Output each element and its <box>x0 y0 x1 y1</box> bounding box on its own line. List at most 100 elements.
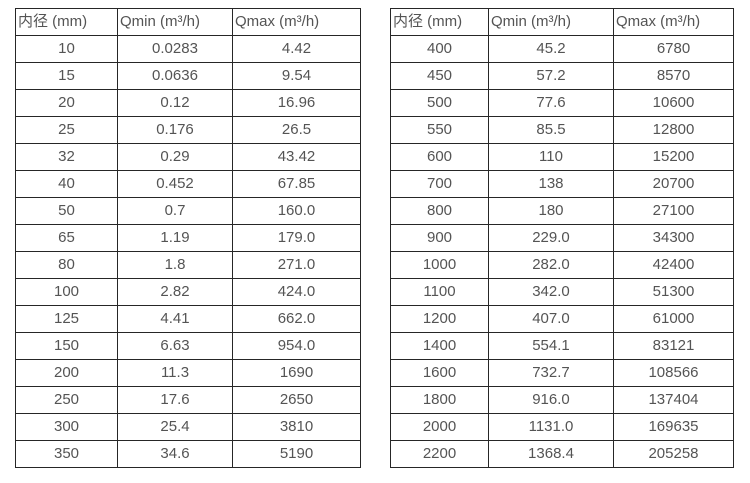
qmax-cell: 2650 <box>232 386 361 414</box>
qmin-cell: 732.7 <box>488 359 614 387</box>
qmin-cell: 0.176 <box>117 116 233 144</box>
header-row: 内径 (mm) Qmin (m³/h) Qmax (m³/h) <box>15 8 361 36</box>
diameter-cell: 1600 <box>390 359 489 387</box>
qmin-cell: 6.63 <box>117 332 233 360</box>
qmax-cell: 27100 <box>613 197 734 225</box>
qmax-cell: 424.0 <box>232 278 361 306</box>
diameter-cell: 900 <box>390 224 489 252</box>
qmax-cell: 662.0 <box>232 305 361 333</box>
table-row: 1000 282.0 42400 <box>390 251 734 279</box>
table-row: 100 2.82 424.0 <box>15 278 361 306</box>
table-row: 125 4.41 662.0 <box>15 305 361 333</box>
qmin-cell: 57.2 <box>488 62 614 90</box>
diameter-cell: 40 <box>15 170 118 198</box>
diameter-cell: 10 <box>15 35 118 63</box>
qmax-cell: 26.5 <box>232 116 361 144</box>
qmin-cell: 0.0636 <box>117 62 233 90</box>
qmax-cell: 42400 <box>613 251 734 279</box>
table-row: 40 0.452 67.85 <box>15 170 361 198</box>
qmin-cell: 916.0 <box>488 386 614 414</box>
qmin-cell: 554.1 <box>488 332 614 360</box>
header-row: 内径 (mm) Qmin (m³/h) Qmax (m³/h) <box>390 8 734 36</box>
qmax-cell: 954.0 <box>232 332 361 360</box>
qmax-cell: 160.0 <box>232 197 361 225</box>
table-row: 600 110 15200 <box>390 143 734 171</box>
table-row: 1400 554.1 83121 <box>390 332 734 360</box>
table-row: 1200 407.0 61000 <box>390 305 734 333</box>
diameter-cell: 125 <box>15 305 118 333</box>
column-header-qmin: Qmin (m³/h) <box>117 8 233 36</box>
qmin-cell: 34.6 <box>117 440 233 468</box>
qmin-cell: 0.0283 <box>117 35 233 63</box>
qmin-cell: 282.0 <box>488 251 614 279</box>
diameter-cell: 1400 <box>390 332 489 360</box>
diameter-cell: 1200 <box>390 305 489 333</box>
qmax-cell: 6780 <box>613 35 734 63</box>
qmin-cell: 0.12 <box>117 89 233 117</box>
diameter-cell: 450 <box>390 62 489 90</box>
diameter-cell: 25 <box>15 116 118 144</box>
diameter-cell: 20 <box>15 89 118 117</box>
qmin-cell: 1.19 <box>117 224 233 252</box>
qmin-cell: 1.8 <box>117 251 233 279</box>
table-row: 900 229.0 34300 <box>390 224 734 252</box>
qmax-cell: 20700 <box>613 170 734 198</box>
qmax-cell: 15200 <box>613 143 734 171</box>
table-row: 350 34.6 5190 <box>15 440 361 468</box>
qmin-cell: 407.0 <box>488 305 614 333</box>
qmin-cell: 1131.0 <box>488 413 614 441</box>
diameter-cell: 15 <box>15 62 118 90</box>
qmin-cell: 4.41 <box>117 305 233 333</box>
qmin-cell: 0.7 <box>117 197 233 225</box>
qmax-cell: 8570 <box>613 62 734 90</box>
column-header-diameter: 内径 (mm) <box>15 8 118 36</box>
diameter-cell: 600 <box>390 143 489 171</box>
qmax-cell: 169635 <box>613 413 734 441</box>
table-row: 400 45.2 6780 <box>390 35 734 63</box>
table-row: 1100 342.0 51300 <box>390 278 734 306</box>
table-row: 300 25.4 3810 <box>15 413 361 441</box>
qmax-cell: 5190 <box>232 440 361 468</box>
column-header-qmin: Qmin (m³/h) <box>488 8 614 36</box>
qmax-cell: 271.0 <box>232 251 361 279</box>
diameter-cell: 400 <box>390 35 489 63</box>
flow-spec-table-large-diameters: 内径 (mm) Qmin (m³/h) Qmax (m³/h) 400 45.2 678… <box>390 8 734 468</box>
qmin-cell: 17.6 <box>117 386 233 414</box>
table-row: 32 0.29 43.42 <box>15 143 361 171</box>
qmax-cell: 34300 <box>613 224 734 252</box>
diameter-cell: 50 <box>15 197 118 225</box>
table-row: 2200 1368.4 205258 <box>390 440 734 468</box>
table-row: 200 11.3 1690 <box>15 359 361 387</box>
table-row: 250 17.6 2650 <box>15 386 361 414</box>
qmin-cell: 45.2 <box>488 35 614 63</box>
diameter-cell: 350 <box>15 440 118 468</box>
qmax-cell: 43.42 <box>232 143 361 171</box>
qmax-cell: 61000 <box>613 305 734 333</box>
table-row: 2000 1131.0 169635 <box>390 413 734 441</box>
diameter-cell: 2200 <box>390 440 489 468</box>
table-row: 450 57.2 8570 <box>390 62 734 90</box>
qmax-cell: 205258 <box>613 440 734 468</box>
qmin-cell: 0.29 <box>117 143 233 171</box>
qmax-cell: 3810 <box>232 413 361 441</box>
qmin-cell: 1368.4 <box>488 440 614 468</box>
qmax-cell: 137404 <box>613 386 734 414</box>
qmax-cell: 179.0 <box>232 224 361 252</box>
qmin-cell: 25.4 <box>117 413 233 441</box>
diameter-cell: 2000 <box>390 413 489 441</box>
qmax-cell: 51300 <box>613 278 734 306</box>
column-header-qmax: Qmax (m³/h) <box>232 8 361 36</box>
table-row: 1600 732.7 108566 <box>390 359 734 387</box>
table-row: 150 6.63 954.0 <box>15 332 361 360</box>
diameter-cell: 1800 <box>390 386 489 414</box>
column-header-diameter: 内径 (mm) <box>390 8 489 36</box>
qmin-cell: 85.5 <box>488 116 614 144</box>
qmin-cell: 11.3 <box>117 359 233 387</box>
qmax-cell: 9.54 <box>232 62 361 90</box>
table-row: 15 0.0636 9.54 <box>15 62 361 90</box>
table-row: 50 0.7 160.0 <box>15 197 361 225</box>
qmin-cell: 229.0 <box>488 224 614 252</box>
table-row: 20 0.12 16.96 <box>15 89 361 117</box>
qmax-cell: 83121 <box>613 332 734 360</box>
